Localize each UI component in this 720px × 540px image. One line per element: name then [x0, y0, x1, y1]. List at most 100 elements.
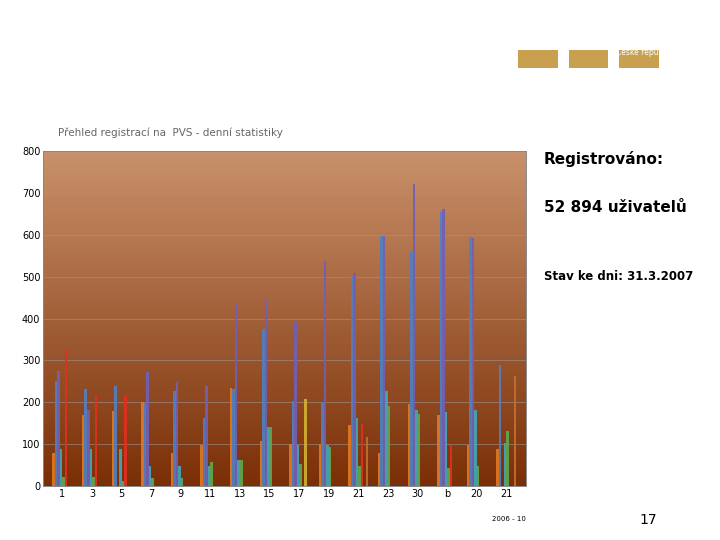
- Bar: [619, 50, 659, 57]
- Bar: [43, 292, 526, 294]
- Bar: [43, 307, 526, 308]
- Bar: [43, 290, 526, 292]
- Bar: [82, 415, 84, 486]
- Bar: [200, 445, 203, 486]
- Bar: [43, 469, 526, 471]
- Bar: [43, 366, 526, 367]
- Bar: [43, 205, 526, 206]
- Bar: [418, 414, 420, 486]
- Bar: [43, 252, 526, 253]
- Bar: [43, 268, 526, 270]
- Bar: [43, 240, 526, 241]
- Bar: [366, 437, 369, 486]
- Bar: [43, 442, 526, 444]
- Bar: [43, 350, 526, 352]
- Bar: [43, 276, 526, 279]
- Bar: [235, 303, 238, 486]
- Bar: [504, 443, 506, 486]
- Bar: [43, 232, 526, 233]
- Bar: [43, 284, 526, 285]
- Bar: [43, 308, 526, 310]
- Bar: [43, 233, 526, 235]
- Bar: [43, 320, 526, 322]
- Bar: [43, 480, 526, 481]
- Bar: [43, 347, 526, 349]
- Bar: [43, 193, 526, 195]
- Bar: [43, 349, 526, 350]
- Bar: [43, 352, 526, 354]
- Bar: [43, 477, 526, 480]
- Text: Registrováno:: Registrováno:: [544, 151, 664, 167]
- Bar: [43, 329, 526, 330]
- Bar: [92, 477, 94, 486]
- Bar: [43, 466, 526, 468]
- Bar: [151, 478, 154, 486]
- Bar: [43, 158, 526, 160]
- Bar: [43, 422, 526, 424]
- Bar: [43, 217, 526, 218]
- Bar: [43, 407, 526, 409]
- Bar: [43, 176, 526, 178]
- Bar: [43, 402, 526, 404]
- Bar: [518, 55, 558, 62]
- Bar: [415, 410, 418, 486]
- Bar: [43, 451, 526, 453]
- Bar: [43, 468, 526, 469]
- Bar: [43, 180, 526, 181]
- Bar: [43, 340, 526, 342]
- Bar: [43, 414, 526, 416]
- Bar: [87, 410, 89, 486]
- Bar: [43, 156, 526, 158]
- Bar: [469, 237, 472, 486]
- Bar: [43, 424, 526, 426]
- Bar: [269, 427, 272, 486]
- Bar: [43, 421, 526, 422]
- Bar: [385, 390, 388, 486]
- Bar: [262, 329, 264, 486]
- Bar: [43, 201, 526, 203]
- Bar: [43, 206, 526, 208]
- Bar: [43, 454, 526, 456]
- Text: 2006 - 10: 2006 - 10: [492, 516, 526, 522]
- Bar: [43, 282, 526, 284]
- Bar: [496, 449, 499, 486]
- Bar: [176, 382, 179, 486]
- Bar: [43, 270, 526, 272]
- Bar: [43, 247, 526, 248]
- Bar: [361, 424, 364, 486]
- Bar: [619, 55, 659, 62]
- Bar: [43, 170, 526, 171]
- Bar: [43, 225, 526, 226]
- Bar: [203, 418, 205, 486]
- Bar: [43, 464, 526, 466]
- Bar: [267, 427, 269, 486]
- Bar: [569, 61, 608, 68]
- Bar: [43, 303, 526, 305]
- Bar: [359, 466, 361, 486]
- Bar: [297, 445, 300, 486]
- Bar: [43, 237, 526, 238]
- Bar: [43, 218, 526, 220]
- Bar: [94, 395, 97, 486]
- Bar: [43, 191, 526, 193]
- Bar: [43, 315, 526, 317]
- Bar: [408, 404, 410, 486]
- Bar: [43, 357, 526, 359]
- Bar: [43, 339, 526, 340]
- Bar: [294, 322, 297, 486]
- Bar: [43, 221, 526, 223]
- Bar: [58, 371, 60, 486]
- Bar: [43, 258, 526, 260]
- Bar: [43, 325, 526, 327]
- Text: 17: 17: [639, 513, 657, 527]
- Bar: [518, 50, 558, 57]
- Bar: [238, 460, 240, 486]
- Bar: [43, 166, 526, 168]
- Bar: [43, 434, 526, 436]
- Bar: [43, 392, 526, 394]
- Bar: [89, 449, 92, 486]
- Bar: [43, 459, 526, 461]
- Bar: [43, 248, 526, 250]
- Bar: [43, 190, 526, 191]
- Bar: [43, 323, 526, 325]
